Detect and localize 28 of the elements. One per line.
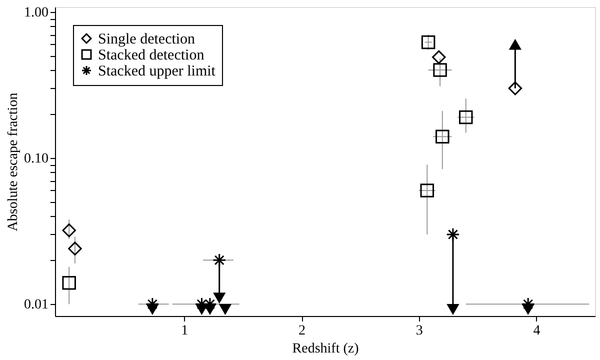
point	[436, 130, 450, 144]
x-tick-label: 1	[181, 324, 188, 338]
point	[62, 276, 76, 290]
point	[446, 228, 460, 242]
point	[62, 223, 76, 238]
y-axis-title: Absolute escape fraction	[6, 92, 21, 232]
point	[433, 63, 447, 77]
point	[212, 253, 226, 268]
point	[446, 304, 460, 315]
point	[421, 35, 436, 50]
point	[213, 292, 226, 304]
y-tick-label: 0.01	[24, 298, 48, 313]
legend-label: Stacked detection	[98, 48, 205, 64]
point	[420, 184, 434, 198]
point	[508, 81, 522, 96]
x-tick-label: 3	[416, 324, 423, 338]
x-tick-label: 4	[533, 324, 540, 338]
point	[508, 38, 522, 50]
point	[432, 50, 446, 64]
point	[68, 242, 82, 256]
x-axis-title: Redshift (z)	[292, 342, 360, 356]
point	[458, 110, 473, 124]
legend-label: Single detection	[98, 32, 196, 48]
x-tick-label: 2	[298, 324, 306, 338]
y-tick-label: 1.00	[24, 5, 48, 20]
legend-label: Stacked upper limit	[98, 64, 216, 80]
point	[218, 304, 232, 315]
y-tick-label: 0.10	[24, 152, 48, 167]
